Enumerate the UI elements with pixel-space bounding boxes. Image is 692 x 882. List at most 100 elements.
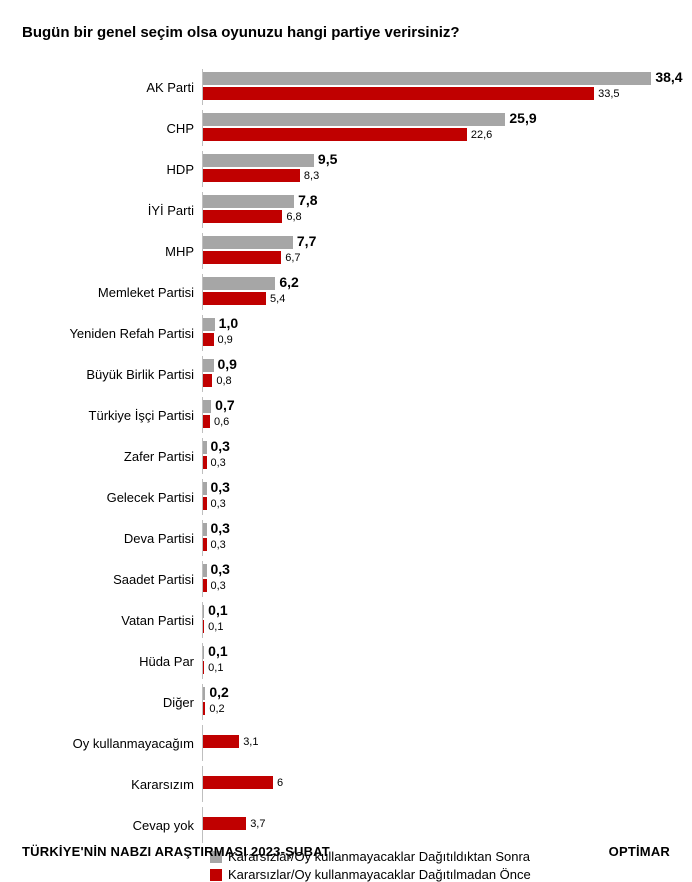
bar-before — [203, 735, 239, 748]
category-label: İYİ Parti — [22, 203, 202, 218]
bars-cell: 7,86,8 — [202, 192, 670, 228]
category-label: Deva Partisi — [22, 531, 202, 546]
value-after: 7,7 — [297, 233, 316, 249]
chart-row: Zafer Partisi0,30,3 — [22, 438, 670, 474]
bars-cell: 0,30,3 — [202, 438, 670, 474]
bar-after — [203, 113, 505, 126]
value-before: 6,7 — [285, 252, 300, 264]
footer: TÜRKİYE'NİN NABZI ARAŞTIRMASI 2023-ŞUBAT… — [22, 844, 670, 859]
value-after: 0,1 — [208, 602, 227, 618]
category-label: AK Parti — [22, 80, 202, 95]
value-after: 38,4 — [655, 69, 682, 85]
bar-after — [203, 605, 204, 618]
chart-row: Memleket Partisi6,25,4 — [22, 274, 670, 310]
category-label: HDP — [22, 162, 202, 177]
value-after: 0,2 — [209, 684, 228, 700]
bar-before — [203, 415, 210, 428]
chart-row: Hüda Par0,10,1 — [22, 643, 670, 679]
bar-before — [203, 702, 205, 715]
chart-row: Büyük Birlik Partisi0,90,8 — [22, 356, 670, 392]
bar-after — [203, 154, 314, 167]
bar-before — [203, 251, 281, 264]
category-label: Oy kullanmayacağım — [22, 736, 202, 751]
chart-row: MHP7,76,7 — [22, 233, 670, 269]
bar-before — [203, 661, 204, 674]
chart-row: Gelecek Partisi0,30,3 — [22, 479, 670, 515]
category-label: Büyük Birlik Partisi — [22, 367, 202, 382]
value-before: 0,2 — [209, 703, 224, 715]
bar-before — [203, 210, 282, 223]
value-before: 5,4 — [270, 293, 285, 305]
category-label: Memleket Partisi — [22, 285, 202, 300]
bar-before — [203, 128, 467, 141]
bars-cell: 0,90,8 — [202, 356, 670, 392]
bars-cell: 0,30,3 — [202, 479, 670, 515]
legend-item-before: Kararsızlar/Oy kullanmayacaklar Dağıtılm… — [210, 867, 670, 882]
bar-before — [203, 620, 204, 633]
category-label: Kararsızım — [22, 777, 202, 792]
value-before: 0,9 — [218, 334, 233, 346]
value-before: 0,3 — [211, 580, 226, 592]
value-before: 0,3 — [211, 539, 226, 551]
poll-bar-chart: AK Parti38,433,5CHP25,922,6HDP9,58,3İYİ … — [22, 69, 670, 843]
footer-source: TÜRKİYE'NİN NABZI ARAŞTIRMASI 2023-ŞUBAT — [22, 844, 330, 859]
value-before: 6,8 — [286, 211, 301, 223]
bar-before — [203, 292, 266, 305]
bar-before — [203, 497, 207, 510]
bars-cell: 3,7 — [202, 807, 670, 843]
value-before: 3,1 — [243, 736, 258, 748]
bar-after — [203, 318, 215, 331]
value-after: 9,5 — [318, 151, 337, 167]
bar-before — [203, 538, 207, 551]
bars-cell: 0,20,2 — [202, 684, 670, 720]
value-before: 0,3 — [211, 498, 226, 510]
chart-row: Cevap yok3,7 — [22, 807, 670, 843]
bars-cell: 1,00,9 — [202, 315, 670, 351]
chart-row: AK Parti38,433,5 — [22, 69, 670, 105]
chart-row: CHP25,922,6 — [22, 110, 670, 146]
chart-row: Oy kullanmayacağım 3,1 — [22, 725, 670, 761]
bar-after — [203, 646, 204, 659]
bar-before — [203, 817, 246, 830]
value-after: 0,3 — [211, 561, 230, 577]
value-after: 25,9 — [509, 110, 536, 126]
bars-cell: 0,10,1 — [202, 643, 670, 679]
category-label: Zafer Partisi — [22, 449, 202, 464]
value-before: 0,1 — [208, 621, 223, 633]
value-before: 0,1 — [208, 662, 223, 674]
footer-brand: OPTİMAR — [609, 844, 670, 859]
bar-after — [203, 523, 207, 536]
chart-row: Diğer0,20,2 — [22, 684, 670, 720]
value-after: 0,7 — [215, 397, 234, 413]
bar-after — [203, 400, 211, 413]
value-after: 0,3 — [211, 479, 230, 495]
category-label: Hüda Par — [22, 654, 202, 669]
value-before: 22,6 — [471, 129, 492, 141]
bar-after — [203, 277, 275, 290]
category-label: Gelecek Partisi — [22, 490, 202, 505]
bar-before — [203, 579, 207, 592]
bars-cell: 0,30,3 — [202, 520, 670, 556]
chart-row: İYİ Parti7,86,8 — [22, 192, 670, 228]
bar-before — [203, 456, 207, 469]
bar-after — [203, 564, 207, 577]
bars-cell: 0,70,6 — [202, 397, 670, 433]
bars-cell: 38,433,5 — [202, 69, 670, 105]
bar-after — [203, 236, 293, 249]
value-before: 0,3 — [211, 457, 226, 469]
bars-cell: 3,1 — [202, 725, 670, 761]
bars-cell: 6 — [202, 766, 670, 802]
chart-row: HDP9,58,3 — [22, 151, 670, 187]
value-after: 0,9 — [218, 356, 237, 372]
chart-title: Bugün bir genel seçim olsa oyunuzu hangi… — [22, 24, 670, 41]
value-after: 0,1 — [208, 643, 227, 659]
bar-before — [203, 333, 214, 346]
chart-row: Vatan Partisi 0,1 0,1 — [22, 602, 670, 638]
bar-before — [203, 374, 212, 387]
category-label: Diğer — [22, 695, 202, 710]
chart-row: Saadet Partisi0,30,3 — [22, 561, 670, 597]
category-label: Türkiye İşçi Partisi — [22, 408, 202, 423]
bars-cell: 6,25,4 — [202, 274, 670, 310]
category-label: Vatan Partisi — [22, 613, 202, 628]
value-before: 33,5 — [598, 88, 619, 100]
